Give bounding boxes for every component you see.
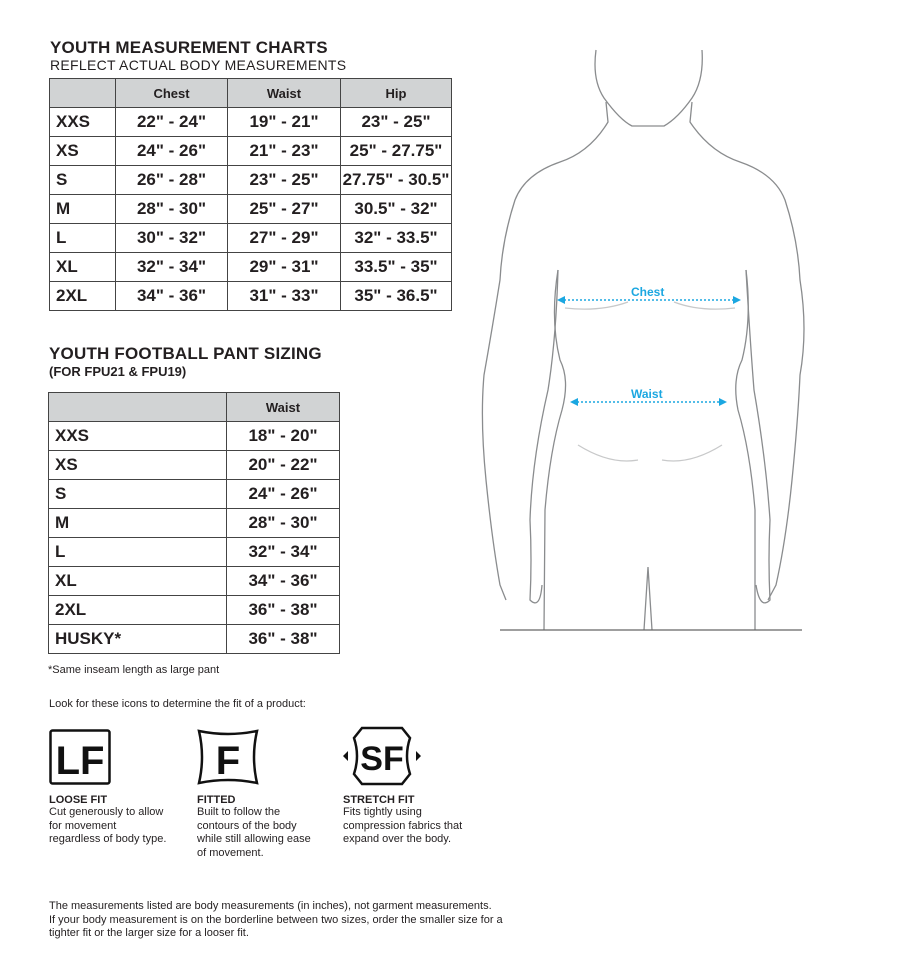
- table-row: S 26" - 28" 23" - 25" 27.75" - 30.5": [49, 165, 452, 195]
- size-cell: XS: [49, 136, 116, 166]
- measurement-cell: 28" - 30": [115, 194, 228, 224]
- measurement-cell: 27.75" - 30.5": [340, 165, 452, 195]
- measurement-cell: 23" - 25": [340, 107, 452, 137]
- size-cell: S: [49, 165, 116, 195]
- waist-label: Waist: [631, 387, 663, 401]
- table-row: XS 20" - 22": [48, 450, 340, 480]
- pants-table: Waist XXS 18" - 20" XS 20" - 22" S 24" - 26" M…: [48, 392, 340, 654]
- body-figure: [481, 49, 805, 631]
- column-header: Chest: [115, 78, 228, 108]
- measurement-title: YOUTH MEASUREMENT CHARTS: [50, 38, 328, 57]
- measurement-subtitle: REFLECT ACTUAL BODY MEASUREMENTS: [50, 57, 347, 73]
- table-row: M 28" - 30": [48, 508, 340, 538]
- fit-label: STRETCH FIT: [343, 794, 415, 806]
- size-cell: XS: [48, 450, 227, 480]
- measurement-cell: 35" - 36.5": [340, 281, 452, 311]
- measurement-cell: 22" - 24": [115, 107, 228, 137]
- table-row: HUSKY* 36" - 38": [48, 624, 340, 654]
- footer-line: If your body measurement is on the borde…: [49, 913, 503, 926]
- svg-text:LF: LF: [56, 739, 105, 783]
- measurement-cell: 30.5" - 32": [340, 194, 452, 224]
- fit-fitted: FITTED Built to follow the contours of t…: [197, 794, 317, 860]
- size-cell: L: [48, 537, 227, 567]
- table-row: XXS 22" - 24" 19" - 21" 23" - 25": [49, 107, 452, 137]
- table-row: S 24" - 26": [48, 479, 340, 509]
- fit-stretch: STRETCH FIT Fits tightly using compressi…: [343, 794, 463, 847]
- measurement-cell: 30" - 32": [115, 223, 228, 253]
- measurement-cell: 28" - 30": [226, 508, 340, 538]
- fit-intro: Look for these icons to determine the fi…: [49, 698, 306, 710]
- pants-subtitle: (FOR FPU21 & FPU19): [49, 364, 187, 379]
- measurement-cell: 29" - 31": [227, 252, 341, 282]
- measurement-cell: 32" - 34": [226, 537, 340, 567]
- pants-note: *Same inseam length as large pant: [48, 664, 220, 676]
- measurement-cell: 27" - 29": [227, 223, 341, 253]
- size-cell: XXS: [49, 107, 116, 137]
- measurement-cell: 21" - 23": [227, 136, 341, 166]
- table-row: XXS 18" - 20": [48, 421, 340, 451]
- column-header: Waist: [226, 392, 340, 422]
- pants-title: YOUTH FOOTBALL PANT SIZING: [49, 344, 322, 363]
- fit-desc: Built to follow the contours of the body…: [197, 806, 311, 859]
- table-row: M 28" - 30" 25" - 27" 30.5" - 32": [49, 194, 452, 224]
- fit-label: LOOSE FIT: [49, 794, 108, 806]
- size-cell: 2XL: [48, 595, 227, 625]
- table-row: XL 34" - 36": [48, 566, 340, 596]
- measurement-cell: 24" - 26": [115, 136, 228, 166]
- column-header: Waist: [227, 78, 341, 108]
- measurement-cell: 23" - 25": [227, 165, 341, 195]
- chest-label: Chest: [631, 285, 665, 299]
- size-cell: M: [48, 508, 227, 538]
- measurement-table: Chest Waist Hip XXS 22" - 24" 19" - 21" 23" -…: [49, 78, 452, 311]
- measurement-cell: 34" - 36": [115, 281, 228, 311]
- table-row: L 30" - 32" 27" - 29" 32" - 33.5": [49, 223, 452, 253]
- stretch-fit-icon: SF: [343, 726, 421, 786]
- size-cell: L: [49, 223, 116, 253]
- footer-note: The measurements listed are body measure…: [49, 900, 503, 941]
- fit-desc: Cut generously to allow for movement reg…: [49, 806, 167, 845]
- table-row: XS 24" - 26" 21" - 23" 25" - 27.75": [49, 136, 452, 166]
- size-cell: HUSKY*: [48, 624, 227, 654]
- measurement-cell: 32" - 34": [115, 252, 228, 282]
- size-cell: 2XL: [49, 281, 116, 311]
- measurement-cell: 18" - 20": [226, 421, 340, 451]
- measurement-cell: 20" - 22": [226, 450, 340, 480]
- column-header: [49, 78, 116, 108]
- table-row: XL 32" - 34" 29" - 31" 33.5" - 35": [49, 252, 452, 282]
- measurement-cell: 34" - 36": [226, 566, 340, 596]
- footer-line: tighter fit or the larger size for a loo…: [49, 927, 249, 939]
- measurement-cell: 24" - 26": [226, 479, 340, 509]
- measurement-cell: 25" - 27": [227, 194, 341, 224]
- svg-text:SF: SF: [360, 740, 403, 778]
- size-cell: M: [49, 194, 116, 224]
- loose-fit-icon: LF: [49, 729, 111, 785]
- column-header: [48, 392, 227, 422]
- measurement-cell: 36" - 38": [226, 595, 340, 625]
- measurement-cell: 31" - 33": [227, 281, 341, 311]
- fitted-icon: F: [197, 729, 259, 785]
- table-row: L 32" - 34": [48, 537, 340, 567]
- measurement-cell: 33.5" - 35": [340, 252, 452, 282]
- measurement-cell: 32" - 33.5": [340, 223, 452, 253]
- measurement-cell: 25" - 27.75": [340, 136, 452, 166]
- fit-label: FITTED: [197, 794, 236, 806]
- table-row: 2XL 36" - 38": [48, 595, 340, 625]
- measurement-cell: 26" - 28": [115, 165, 228, 195]
- size-cell: XL: [49, 252, 116, 282]
- footer-line: The measurements listed are body measure…: [49, 900, 492, 912]
- size-cell: XL: [48, 566, 227, 596]
- measurement-cell: 19" - 21": [227, 107, 341, 137]
- svg-text:F: F: [216, 739, 240, 783]
- fit-loose: LOOSE FIT Cut generously to allow for mo…: [49, 794, 169, 847]
- measurement-cell: 36" - 38": [226, 624, 340, 654]
- column-header: Hip: [340, 78, 452, 108]
- size-cell: XXS: [48, 421, 227, 451]
- size-cell: S: [48, 479, 227, 509]
- fit-desc: Fits tightly using compression fabrics t…: [343, 806, 463, 845]
- table-row: 2XL 34" - 36" 31" - 33" 35" - 36.5": [49, 281, 452, 311]
